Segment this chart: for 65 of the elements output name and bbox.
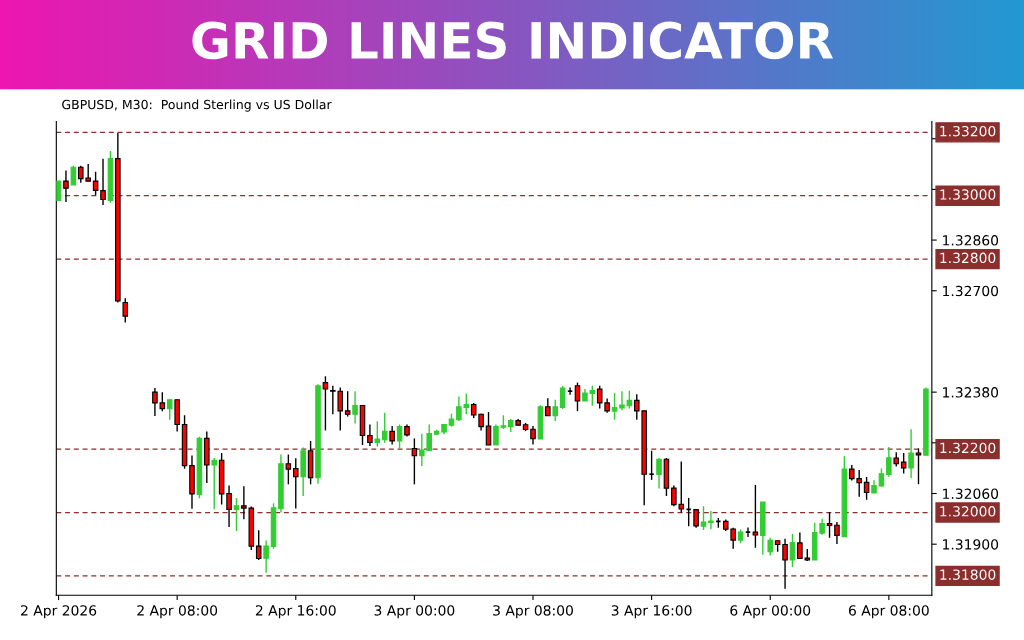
candlestick xyxy=(396,423,403,450)
candlestick xyxy=(900,452,907,475)
x-tick-label: 3 Apr 00:00 xyxy=(374,605,455,619)
ref-line-label: 1.33200 xyxy=(940,125,996,137)
candlestick xyxy=(886,446,892,478)
candlestick xyxy=(367,423,373,447)
candlestick xyxy=(834,521,840,545)
candlestick xyxy=(708,510,714,531)
ref-line-label: 1.32000 xyxy=(940,506,996,517)
candlestick xyxy=(915,447,922,486)
candlestick xyxy=(693,508,699,529)
candlestick xyxy=(530,425,536,446)
candlestick xyxy=(789,533,796,568)
candlestick xyxy=(752,484,759,549)
y-tick-label: 1.32700 xyxy=(943,285,999,297)
y-tick-label: 1.31900 xyxy=(943,539,999,550)
candlestick xyxy=(485,411,492,446)
candlestick xyxy=(744,526,752,538)
candlestick xyxy=(648,450,655,481)
candlestick xyxy=(878,467,885,488)
candlestick xyxy=(656,457,662,490)
candlestick xyxy=(322,375,329,432)
ref-line-label: 1.32200 xyxy=(940,442,996,454)
candlestick xyxy=(56,180,62,202)
candlestick xyxy=(863,476,870,501)
x-tick-label: 3 Apr 08:00 xyxy=(493,605,573,619)
candlestick xyxy=(233,497,240,532)
chart-subtitle: GBPUSD, M30: Pound Sterling vs US Dollar xyxy=(62,99,332,112)
candlestick xyxy=(611,392,618,421)
candlestick xyxy=(826,511,833,539)
candlestick xyxy=(908,428,914,479)
candlestick xyxy=(285,453,292,486)
candlestick xyxy=(389,425,395,446)
x-tick-label: 2 Apr 16:00 xyxy=(255,605,336,619)
y-tick-label: 1.32860 xyxy=(943,235,999,246)
ref-line-label: 1.33000 xyxy=(940,189,996,200)
ref-line-label: 1.32800 xyxy=(940,252,996,264)
x-tick-label: 6 Apr 08:00 xyxy=(848,605,929,619)
candlestick xyxy=(344,390,351,418)
candlestick xyxy=(263,539,269,574)
y-tick-label: 1.32380 xyxy=(943,387,999,398)
candlestick xyxy=(552,399,559,422)
candlestick xyxy=(255,529,262,561)
x-tick-label: 2 Apr 08:00 xyxy=(137,605,218,619)
x-tick-label: 3 Apr 16:00 xyxy=(611,605,692,619)
y-tick-label: 1.32060 xyxy=(943,488,999,499)
x-tick-label: 6 Apr 00:00 xyxy=(730,605,811,619)
candlestick xyxy=(100,157,106,206)
candlestick xyxy=(574,381,581,412)
candlestick xyxy=(381,412,388,444)
candlestick xyxy=(700,505,707,531)
chart-title: GRID LINES INDICATOR xyxy=(192,21,834,60)
candlestick xyxy=(122,297,129,324)
candlestick xyxy=(166,399,173,421)
candlestick xyxy=(211,457,218,511)
candlestick xyxy=(619,390,625,411)
candlestick xyxy=(70,164,77,186)
x-tick-label: 2 Apr 2026 xyxy=(21,605,97,619)
candlestick xyxy=(559,385,566,410)
candlestick xyxy=(63,169,69,203)
candlestick xyxy=(352,390,358,425)
ref-line-label: 1.31800 xyxy=(940,569,996,580)
candlestick xyxy=(292,457,299,510)
candlestick xyxy=(374,420,381,448)
candlestick xyxy=(567,386,574,396)
